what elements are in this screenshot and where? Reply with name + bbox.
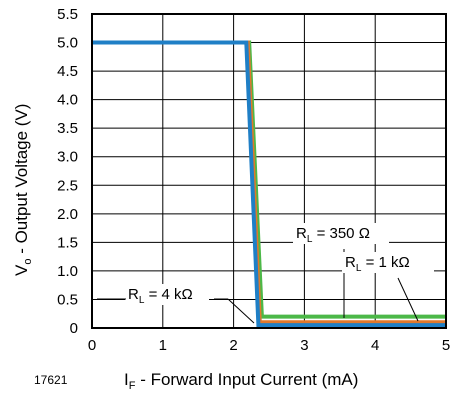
y-tick-label: 4.5 (57, 63, 78, 80)
annotation-leader-line (397, 277, 419, 322)
figure-number: 17621 (34, 373, 68, 387)
y-tick-label: 0.5 (57, 291, 78, 308)
x-tick-label: 3 (300, 337, 308, 354)
x-tick-label: 0 (88, 337, 96, 354)
series-line-rl350 (92, 40, 446, 319)
grid-lines (92, 14, 446, 328)
y-tick-label: 4.0 (57, 92, 78, 109)
series-label-rl1k: RL = 1 kΩ (345, 254, 410, 274)
series-label-rl4k: RL = 4 kΩ (128, 286, 193, 306)
series-group (92, 40, 446, 328)
y-tick-label: 5.5 (57, 6, 78, 23)
y-tick-label: 5.0 (57, 35, 78, 52)
tick-labels: 0 1 2 3 4 5 0 0.5 1.0 1.5 2.0 2.5 3.0 3.5 4.0 4.5 5.0 5.5 (57, 6, 450, 354)
y-tick-label: 2.0 (57, 206, 78, 223)
series-line-rl4k (92, 40, 446, 328)
y-tick-label: 0 (70, 320, 78, 337)
plot-frame (91, 13, 447, 329)
x-tick-label: 4 (371, 337, 379, 354)
y-tick-label: 1.0 (57, 263, 78, 280)
y-axis-label: Vo - Output Voltage (V) (12, 104, 34, 276)
annotation-background (342, 252, 434, 273)
x-tick-label: 2 (229, 337, 237, 354)
y-tick-label: 3.5 (57, 120, 78, 137)
series-line-rl1k (92, 40, 446, 325)
y-tick-label: 3.0 (57, 149, 78, 166)
annotation-leader-line (227, 298, 255, 324)
series-label-rl350: RL = 350 Ω (296, 225, 370, 245)
x-axis-label: IF - Forward Input Current (mA) (124, 370, 358, 392)
annotation-background (293, 223, 389, 244)
y-tick-label: 1.5 (57, 234, 78, 251)
annotation-background (125, 284, 209, 305)
x-tick-label: 1 (159, 337, 167, 354)
annotations-group: RL = 350 Ω RL = 1 kΩ RL = 4 kΩ (97, 223, 434, 324)
x-tick-label: 5 (442, 337, 450, 354)
y-tick-label: 2.5 (57, 177, 78, 194)
